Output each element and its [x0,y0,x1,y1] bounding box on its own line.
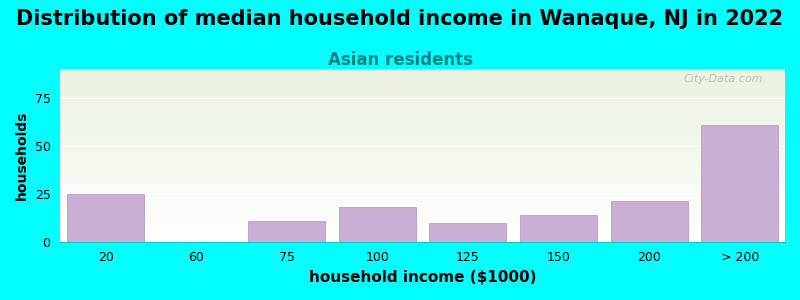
Bar [248,220,326,242]
Bar [520,215,597,242]
Text: Asian residents: Asian residents [327,51,473,69]
Text: Distribution of median household income in Wanaque, NJ in 2022: Distribution of median household income … [17,9,783,29]
Text: City-Data.com: City-Data.com [684,74,763,84]
X-axis label: household income ($1000): household income ($1000) [309,270,536,285]
Y-axis label: households: households [15,111,29,200]
Bar [610,201,688,242]
Bar [702,125,778,242]
Bar [67,194,144,242]
Bar [339,207,416,242]
Bar [430,223,506,242]
